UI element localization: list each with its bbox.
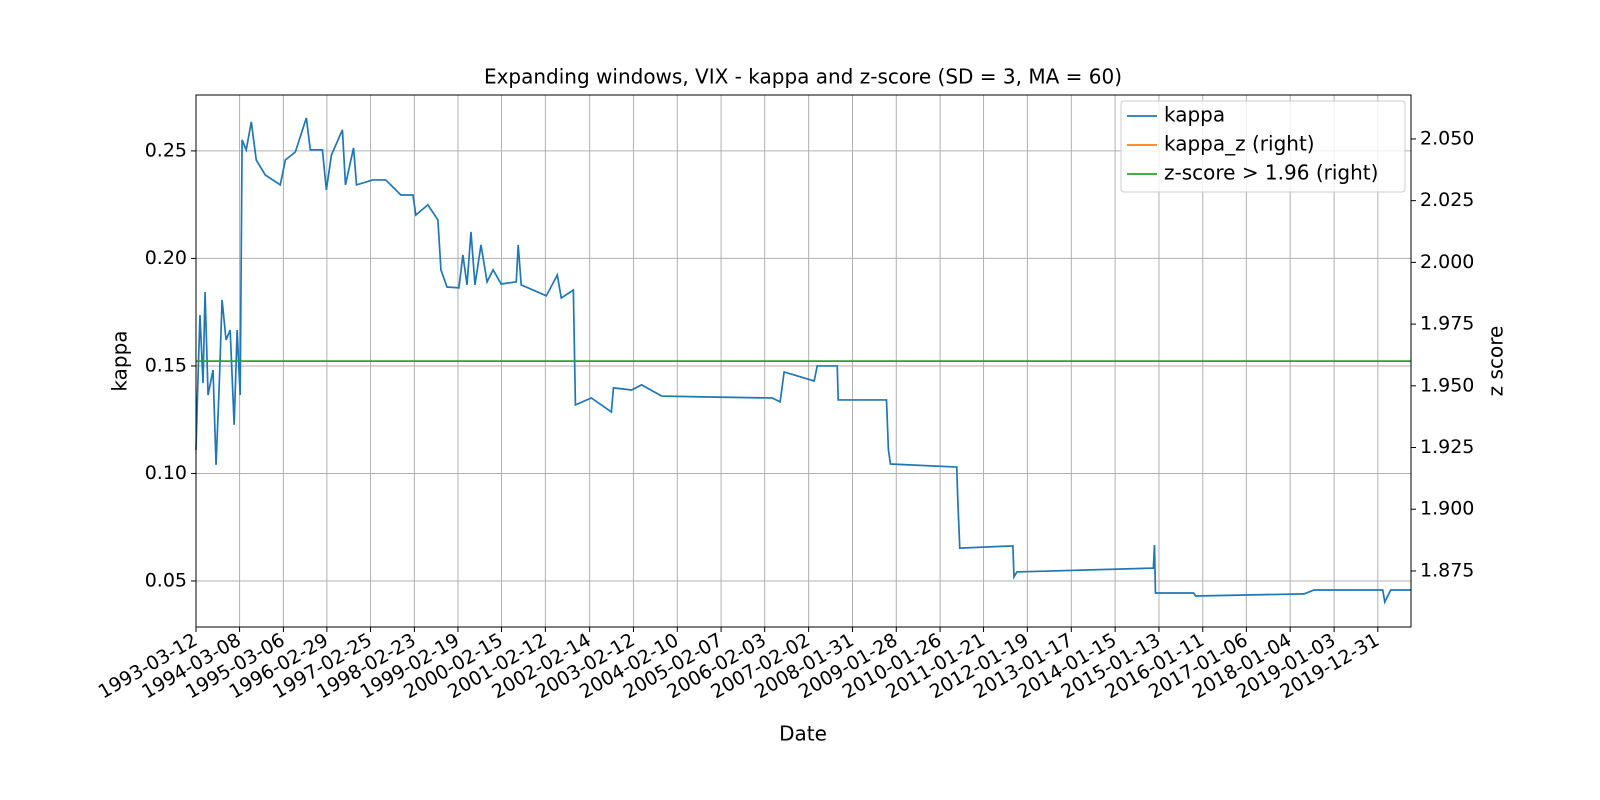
legend-label: kappa_z (right) [1164,132,1315,156]
y2-tick-label: 2.050 [1420,127,1474,149]
y2-tick-label: 2.025 [1420,189,1474,211]
x-axis-label: Date [779,722,827,746]
legend-box [1120,100,1406,193]
y2-axis-label: z score [1484,326,1508,397]
series-line [195,117,1411,605]
y-axis-label: kappa [108,330,132,391]
y2-tick-label: 2.000 [1420,251,1474,273]
y2-tick-label: 1.875 [1420,559,1474,581]
legend-label: kappa [1164,103,1225,127]
y-tick-label: 0.15 [145,354,187,376]
legend-label: z-score > 1.96 (right) [1164,161,1378,185]
plot-frame [195,94,1412,628]
y2-tick-label: 1.975 [1420,313,1474,335]
chart-title: Expanding windows, VIX - kappa and z-sco… [484,65,1122,89]
y2-tick-label: 1.900 [1420,498,1474,520]
y2-tick-label: 1.925 [1420,436,1474,458]
y-tick-label: 0.25 [145,139,187,161]
y-tick-label: 0.20 [145,247,187,269]
y-tick-label: 0.10 [145,462,187,484]
y-tick-label: 0.05 [145,569,187,591]
y2-tick-label: 1.950 [1420,374,1474,396]
